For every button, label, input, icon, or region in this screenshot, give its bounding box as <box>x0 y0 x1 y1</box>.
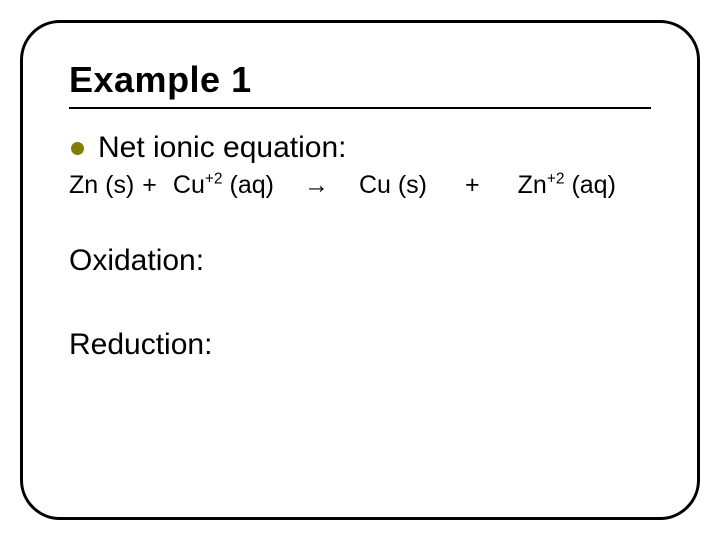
reactant-2-phase: (aq) <box>223 171 274 199</box>
reactant-1: Zn (s) <box>69 171 134 200</box>
slide-title: Example 1 <box>69 59 651 101</box>
plus-2: + <box>465 171 480 200</box>
product-2: Zn+2 (aq) <box>518 171 616 200</box>
reaction-arrow-icon: → <box>304 171 329 200</box>
product-2-charge: +2 <box>547 171 565 188</box>
reactant-2-species: Cu <box>173 171 205 199</box>
bullet-row: Net ionic equation: <box>69 131 651 165</box>
title-divider <box>69 107 651 109</box>
reactant-2-charge: +2 <box>205 171 223 188</box>
product-2-species: Zn <box>518 171 547 199</box>
slide-frame: Example 1 Net ionic equation: Zn (s) + C… <box>20 20 700 520</box>
oxidation-label: Oxidation: <box>69 244 651 278</box>
plus-1: + <box>142 171 157 200</box>
product-1: Cu (s) <box>359 171 427 200</box>
bullet-label: Net ionic equation: <box>98 131 347 165</box>
net-ionic-equation: Zn (s) + Cu+2 (aq) → Cu (s) + Zn+2 (aq) <box>69 171 651 200</box>
reactant-2: Cu+2 (aq) <box>173 171 274 200</box>
title-row: Example 1 <box>69 59 651 101</box>
bullet-icon <box>71 142 84 155</box>
reduction-label: Reduction: <box>69 328 651 362</box>
product-2-phase: (aq) <box>565 171 616 199</box>
